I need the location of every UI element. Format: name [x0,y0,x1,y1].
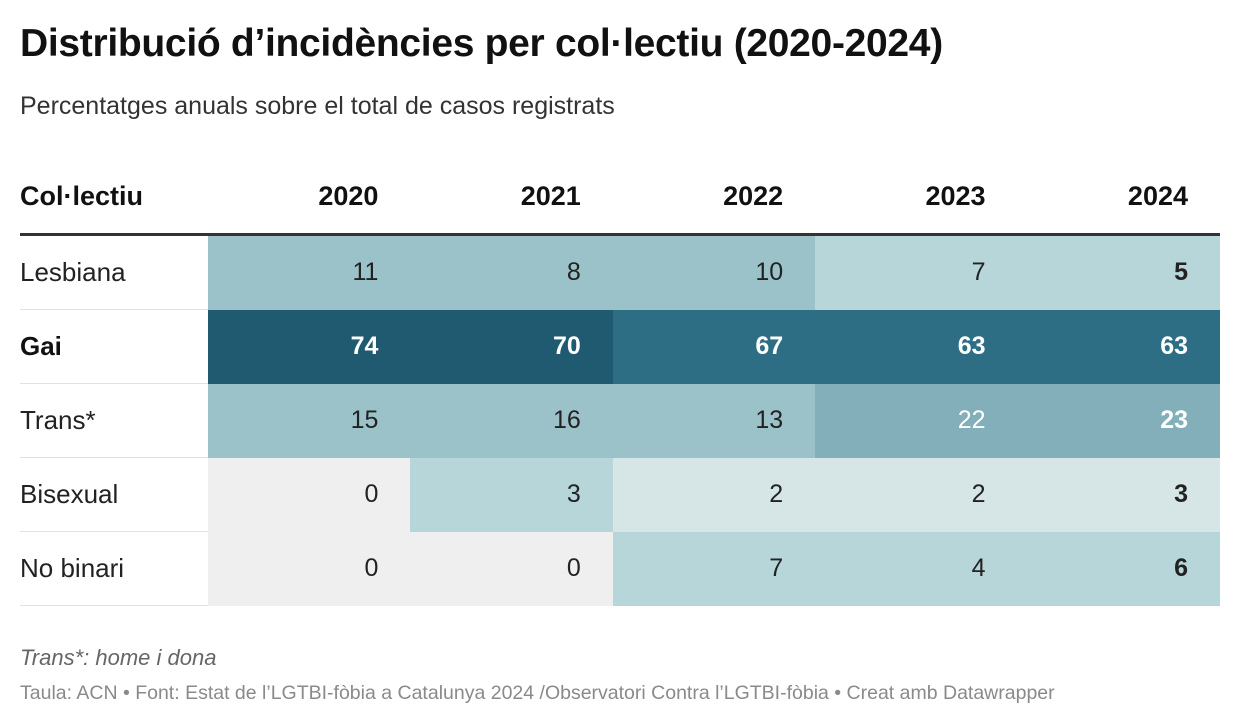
heat-cell: 2 [815,457,1018,532]
heat-cell: 15 [208,383,411,458]
heat-cell: 7 [612,531,816,606]
column-header-label: Col·lectiu [20,160,208,236]
row-label: No binari [20,531,208,606]
heat-cell: 5 [1017,234,1220,310]
table-body: Lesbiana 11 8 10 7 5 Gai 74 70 67 63 63 Trans* 15 16 13… [20,234,1220,606]
table-row: Lesbiana 11 8 10 7 5 [20,234,1220,310]
row-label: Bisexual [20,457,208,532]
heat-cell: 2 [612,457,816,532]
table-note: Trans*: home i dona [20,645,217,670]
heat-cell: 0 [410,531,613,606]
column-header-year: 2022 [612,160,816,236]
heat-cell: 4 [815,531,1018,606]
heat-cell: 16 [410,383,613,458]
heat-cell: 13 [612,383,816,458]
header-row: Col·lectiu 2020 2021 2022 2023 2024 [20,160,1220,236]
source-footer: Taula: ACN • Font: Estat de l’LGTBI-fòbi… [20,682,1055,704]
heat-cell: 23 [1017,383,1220,458]
heat-cell: 7 [815,234,1018,310]
table-row: No binari 0 0 7 4 6 [20,531,1220,606]
heat-cell: 0 [208,531,411,606]
table-row: Gai 74 70 67 63 63 [20,309,1220,384]
column-header-year: 2020 [208,160,411,236]
heat-cell: 11 [208,234,411,310]
heat-cell: 8 [410,234,613,310]
heat-cell: 22 [815,383,1018,458]
heat-cell: 10 [612,234,816,310]
heat-cell: 63 [1017,309,1220,384]
table-row: Bisexual 0 3 2 2 3 [20,457,1220,532]
row-label: Gai [20,309,208,384]
row-label: Trans* [20,383,208,458]
heat-cell: 70 [410,309,613,384]
heat-cell: 63 [815,309,1018,384]
column-header-year: 2024 [1017,160,1220,236]
heat-cell: 3 [410,457,613,532]
heat-cell: 6 [1017,531,1220,606]
heat-cell: 74 [208,309,411,384]
heat-cell: 0 [208,457,411,532]
heatmap-table: Col·lectiu 2020 2021 2022 2023 2024 Lesb… [20,160,1220,606]
chart-subtitle: Percentatges anuals sobre el total de ca… [20,92,615,120]
table-row: Trans* 15 16 13 22 23 [20,383,1220,458]
column-header-year: 2023 [815,160,1018,236]
column-header-year: 2021 [410,160,613,236]
heat-cell: 3 [1017,457,1220,532]
heat-cell: 67 [612,309,816,384]
row-label: Lesbiana [20,234,208,310]
chart-title: Distribució d’incidències per col·lectiu… [20,22,943,65]
